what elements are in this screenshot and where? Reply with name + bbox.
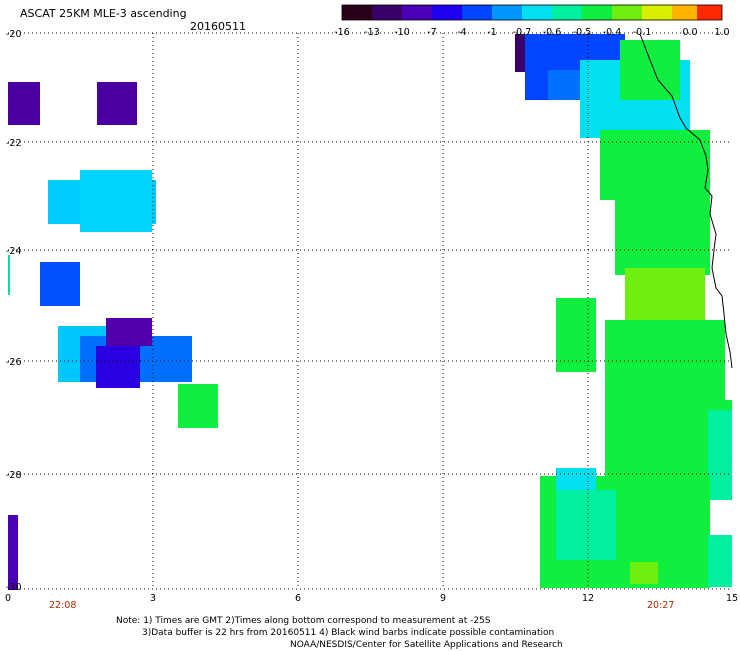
swath-cell-cyan xyxy=(556,468,596,492)
y-tick-label: -30 xyxy=(6,582,22,593)
swath-cell-indigo xyxy=(96,346,140,388)
note-line-3: NOAA/NESDIS/Center for Satellite Applica… xyxy=(290,640,563,650)
colorbar-seg xyxy=(552,5,582,20)
colorbar-seg xyxy=(672,5,697,20)
x-tick-label: 0 xyxy=(5,593,11,604)
colorbar-seg xyxy=(372,5,402,20)
colorbar-tick-label: 1.0 xyxy=(714,27,729,38)
colorbar-tick-label: -16 xyxy=(334,27,350,38)
swath-cell-yellowgreen xyxy=(625,268,705,328)
colorbar-seg xyxy=(697,5,722,20)
swath-cell-teal xyxy=(8,255,10,295)
product-date: 20160511 xyxy=(190,20,246,33)
swath-cell-purple xyxy=(97,82,137,125)
swath-cell-purple xyxy=(8,515,18,590)
colorbar-tick-label: -13 xyxy=(364,27,380,38)
note-line-2: 3)Data buffer is 22 hrs from 20160511 4)… xyxy=(142,628,555,638)
swath-cell-seagreen xyxy=(556,490,616,560)
colorbar-tick-label: -7 xyxy=(427,27,436,38)
time-label-left: 22:08 xyxy=(49,600,77,611)
note-line-1: Note: 1) Times are GMT 2)Times along bot… xyxy=(116,616,491,626)
colorbar xyxy=(341,4,723,21)
time-label-right: 20:27 xyxy=(647,600,675,611)
swath-cell-purple xyxy=(106,318,152,346)
colorbar-seg xyxy=(642,5,672,20)
grid-lines xyxy=(8,33,732,589)
swath-cell-green xyxy=(620,40,680,100)
colorbar-seg xyxy=(402,5,432,20)
colorbar-tick-label: -10 xyxy=(394,27,410,38)
swath-cell-green xyxy=(600,130,710,200)
colorbar-tick-label: 0.0 xyxy=(682,27,697,38)
x-tick-label: 9 xyxy=(440,593,446,604)
x-tick-label: 3 xyxy=(150,593,156,604)
swath-cell-seagreen xyxy=(708,410,732,500)
colorbar-tick-label: -0.4 xyxy=(603,27,622,38)
colorbar-seg xyxy=(432,5,462,20)
colorbar-seg xyxy=(342,5,372,20)
colorbar-seg xyxy=(582,5,612,20)
x-tick-label: 15 xyxy=(726,593,738,604)
swath-cell-yellowgreen xyxy=(630,562,658,584)
swath-cell-blue xyxy=(40,262,80,306)
colorbar-tick-label: -0.5 xyxy=(573,27,592,38)
colorbar-seg xyxy=(492,5,522,20)
swath-cell-seagreen xyxy=(708,535,732,587)
swath-cell-green xyxy=(615,195,710,275)
wind-data-swaths xyxy=(8,34,732,590)
x-tick-label: 12 xyxy=(582,593,594,604)
y-tick-label: -26 xyxy=(6,357,22,368)
swath-cell-green xyxy=(556,298,596,372)
colorbar-seg xyxy=(612,5,642,20)
y-tick-label: -28 xyxy=(6,470,22,481)
swath-cell-cyan xyxy=(80,170,152,232)
colorbar-tick-label: -0.7 xyxy=(513,27,532,38)
colorbar-tick-label: -4 xyxy=(457,27,466,38)
x-tick-label: 6 xyxy=(295,593,301,604)
y-tick-label: -24 xyxy=(6,246,22,257)
plot-frame xyxy=(8,32,732,590)
colorbar-seg xyxy=(522,5,552,20)
colorbar-tick-label: -0.6 xyxy=(543,27,562,38)
y-tick-label: -20 xyxy=(6,29,22,40)
colorbar-tick-label: -1 xyxy=(487,27,496,38)
colorbar-seg xyxy=(462,5,492,20)
swath-cell-green xyxy=(178,384,218,428)
colorbar-tick-label: -0.1 xyxy=(633,27,652,38)
product-title: ASCAT 25KM MLE-3 ascending xyxy=(20,7,187,20)
y-tick-label: -22 xyxy=(6,138,22,149)
swath-cell-green xyxy=(605,320,725,410)
swath-cell-purple xyxy=(8,82,40,125)
coastline xyxy=(639,33,733,369)
